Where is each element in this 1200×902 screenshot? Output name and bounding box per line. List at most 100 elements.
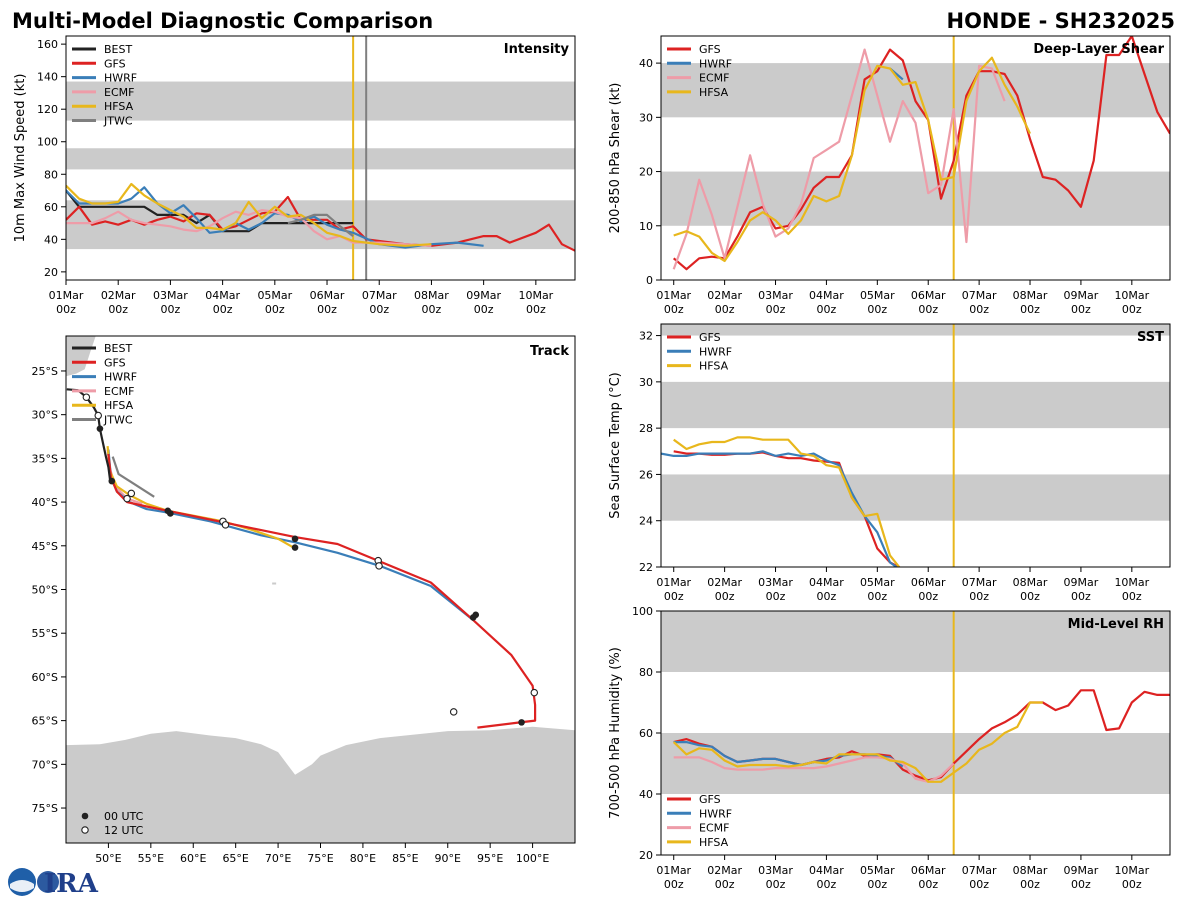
antarctica-landmass xyxy=(66,726,575,843)
y-tick-label: 26 xyxy=(639,468,653,481)
y-tick-label: 24 xyxy=(639,515,653,528)
y-tick-label: 20 xyxy=(639,849,653,862)
y-tick-label: 100 xyxy=(632,605,653,618)
x-tick-label: 09Mar xyxy=(1064,289,1099,302)
x-tick-label: 50°E xyxy=(95,852,121,865)
track-marker-00utc xyxy=(96,425,104,432)
y-tick-label: 20 xyxy=(44,266,58,279)
x-tick-hour: 00z xyxy=(817,590,837,603)
x-tick-hour: 00z xyxy=(474,303,494,316)
y-tick-label: 0 xyxy=(646,274,653,287)
x-tick-label: 02Mar xyxy=(707,576,742,589)
y-tick-label: 60 xyxy=(44,201,58,214)
track-line-gfs xyxy=(107,453,537,729)
track-marker-00utc xyxy=(291,544,299,551)
y-tick-label: 30 xyxy=(639,376,653,389)
x-tick-label: 75°E xyxy=(307,852,333,865)
y-tick-label: 20 xyxy=(639,166,653,179)
x-tick-label: 04Mar xyxy=(205,289,240,302)
x-tick-hour: 00z xyxy=(664,303,684,316)
shaded-band xyxy=(66,81,575,121)
x-tick-hour: 00z xyxy=(918,303,938,316)
cira-logo: IRA xyxy=(4,866,114,899)
y-tick-label: 50°S xyxy=(32,584,58,597)
y-axis-label: Sea Surface Temp (°C) xyxy=(608,372,623,519)
x-tick-hour: 00z xyxy=(369,303,389,316)
track-marker-12utc xyxy=(94,411,102,420)
sst-chart: 22242628303201Mar00z02Mar00z03Mar00z04Ma… xyxy=(608,323,1171,603)
track-marker-00utc xyxy=(518,719,525,726)
x-tick-hour: 00z xyxy=(56,303,76,316)
plot-area xyxy=(661,611,1170,855)
x-tick-label: 95°E xyxy=(477,852,503,865)
y-tick-label: 32 xyxy=(639,330,653,343)
shaded-band xyxy=(661,733,1170,794)
legend-label-gfs: GFS xyxy=(699,793,721,806)
track-marker-12utc xyxy=(449,708,458,716)
axes-frame xyxy=(660,323,1171,568)
x-tick-label: 04Mar xyxy=(809,864,844,877)
legend-label-gfs: GFS xyxy=(104,57,126,70)
x-tick-hour: 00z xyxy=(1020,303,1040,316)
x-tick-hour: 00z xyxy=(817,878,837,891)
y-tick-label: 40°S xyxy=(32,496,58,509)
x-tick-hour: 00z xyxy=(1122,303,1142,316)
x-tick-label: 10Mar xyxy=(1114,864,1149,877)
track-line-jtwc xyxy=(111,456,155,498)
legend-marker-00utc xyxy=(81,812,89,820)
x-tick-hour: 00z xyxy=(1071,878,1091,891)
panel-title: Intensity xyxy=(504,42,570,57)
track-marker-00utc xyxy=(108,477,116,485)
x-tick-hour: 00z xyxy=(867,878,887,891)
track-marker-00utc xyxy=(167,510,174,517)
x-tick-label: 09Mar xyxy=(1064,576,1099,589)
x-tick-hour: 00z xyxy=(918,590,938,603)
x-tick-label: 01Mar xyxy=(656,576,691,589)
legend-label-hwrf: HWRF xyxy=(104,371,137,384)
x-tick-label: 08Mar xyxy=(1013,864,1048,877)
x-tick-label: 09Mar xyxy=(1064,864,1099,877)
x-tick-label: 90°E xyxy=(435,852,461,865)
legend-label-best: BEST xyxy=(104,342,132,355)
plot-area xyxy=(661,36,1170,280)
y-tick-label: 28 xyxy=(639,422,653,435)
y-tick-label: 35°S xyxy=(32,452,58,465)
y-tick-label: 45°S xyxy=(32,540,58,553)
y-axis-label: 10m Max Wind Speed (kt) xyxy=(13,74,28,243)
legend-label-hwrf: HWRF xyxy=(104,72,137,85)
legend-label-12utc: 12 UTC xyxy=(104,824,144,837)
x-tick-hour: 00z xyxy=(766,303,786,316)
y-tick-label: 65°S xyxy=(32,715,58,728)
legend-label-ecmf: ECMF xyxy=(699,822,729,835)
legend-label-hfsa: HFSA xyxy=(699,86,729,99)
x-tick-label: 01Mar xyxy=(49,289,84,302)
series-line-hfsa xyxy=(673,56,1031,263)
panel-title: Mid-Level RH xyxy=(1068,617,1164,632)
track-marker-00utc xyxy=(472,611,480,619)
y-axis-label: 700-500 hPa Humidity (%) xyxy=(608,647,623,819)
legend-label-best: BEST xyxy=(104,43,132,56)
axes-frame xyxy=(660,35,1171,281)
x-tick-hour: 00z xyxy=(766,590,786,603)
rh-chart: 2040608010001Mar00z02Mar00z03Mar00z04Mar… xyxy=(608,605,1171,891)
x-tick-hour: 00z xyxy=(918,878,938,891)
x-tick-hour: 00z xyxy=(1122,590,1142,603)
x-tick-label: 85°E xyxy=(392,852,418,865)
x-tick-label: 06Mar xyxy=(911,864,946,877)
track-marker-12utc xyxy=(123,494,131,503)
x-tick-label: 01Mar xyxy=(656,289,691,302)
y-tick-label: 160 xyxy=(37,38,58,51)
legend-label-hwrf: HWRF xyxy=(699,807,732,820)
x-tick-hour: 00z xyxy=(161,303,181,316)
x-tick-label: 05Mar xyxy=(257,289,292,302)
x-tick-hour: 00z xyxy=(715,303,735,316)
track-marker-12utc xyxy=(127,489,136,498)
x-tick-hour: 00z xyxy=(867,303,887,316)
panel-title: Track xyxy=(530,344,569,359)
x-tick-label: 01Mar xyxy=(656,864,691,877)
y-tick-label: 80 xyxy=(44,168,58,181)
x-tick-label: 06Mar xyxy=(911,289,946,302)
legend-label-gfs: GFS xyxy=(104,356,126,369)
x-tick-hour: 00z xyxy=(1020,878,1040,891)
x-tick-hour: 00z xyxy=(1020,590,1040,603)
